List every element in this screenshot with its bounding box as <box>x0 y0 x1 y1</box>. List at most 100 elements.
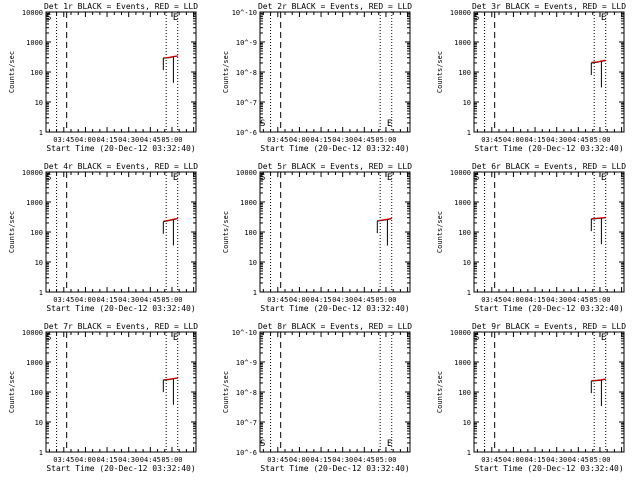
y-tick-label: 10^-8 <box>236 69 257 77</box>
x-tick-label: 04:30 <box>332 296 353 304</box>
x-tick-label: 04:45 <box>568 136 589 144</box>
x-tick-label: 05:00 <box>589 456 610 464</box>
x-tick-label: 04:45 <box>568 296 589 304</box>
panel-title: Det 6r BLACK = Events, RED = LLD <box>472 162 626 171</box>
start-marker: S <box>260 439 265 449</box>
x-tick-label: 04:30 <box>118 136 139 144</box>
y-axis-label: Counts/sec <box>8 51 16 93</box>
x-tick-label: 04:00 <box>289 136 310 144</box>
panel-det-4r: Det 4r BLACK = Events, RED = LLD 1 10 100 10… <box>8 162 198 313</box>
x-tick-label: 04:15 <box>525 296 546 304</box>
x-tick-label: 05:00 <box>589 136 610 144</box>
start-marker: S <box>474 173 479 183</box>
x-tick-label: 04:15 <box>97 136 118 144</box>
x-tick-label: 04:30 <box>546 296 567 304</box>
y-tick-label: 1000 <box>240 199 257 207</box>
plot-frame <box>259 331 411 453</box>
y-tick-label: 100 <box>244 229 257 237</box>
y-tick-label: 100 <box>458 229 471 237</box>
y-tick-label: 10^-6 <box>236 129 257 137</box>
x-tick-label: 03:45 <box>267 136 288 144</box>
end-marker: E <box>387 119 392 129</box>
start-marker: S <box>260 119 265 129</box>
panel-det-7r: Det 7r BLACK = Events, RED = LLD 1 10 100 10… <box>8 322 198 473</box>
panel-det-6r: Det 6r BLACK = Events, RED = LLD 1 10 100 10… <box>436 162 626 313</box>
x-tick-label: 03:45 <box>481 296 502 304</box>
y-tick-label: 10 <box>463 259 471 267</box>
lld-series-line <box>591 216 606 220</box>
y-tick-label: 100 <box>458 69 471 77</box>
y-tick-label: 10 <box>463 419 471 427</box>
y-tick-label: 10 <box>249 259 257 267</box>
x-axis-label: Start Time (20-Dec-12 03:32:40) <box>260 304 409 313</box>
lld-series-line <box>163 217 178 222</box>
x-tick-label: 04:30 <box>546 136 567 144</box>
end-marker: E <box>173 173 178 183</box>
y-tick-label: 1000 <box>454 199 471 207</box>
y-tick-label: 100 <box>30 389 43 397</box>
x-tick-label: 04:00 <box>75 456 96 464</box>
start-marker: S <box>46 173 51 183</box>
y-tick-label: 10000 <box>22 329 43 337</box>
x-tick-label: 04:00 <box>75 296 96 304</box>
y-tick-label: 1 <box>39 289 43 297</box>
x-tick-label: 03:45 <box>53 296 74 304</box>
panel-title: Det 3r BLACK = Events, RED = LLD <box>472 2 626 11</box>
y-tick-label: 1000 <box>26 39 43 47</box>
x-tick-label: 04:45 <box>354 456 375 464</box>
end-marker: E <box>601 333 606 343</box>
x-tick-label: 04:30 <box>546 456 567 464</box>
y-tick-label: 10000 <box>450 9 471 17</box>
panel-title: Det 4r BLACK = Events, RED = LLD <box>44 162 198 171</box>
y-tick-label: 1000 <box>454 359 471 367</box>
y-tick-label: 10000 <box>450 329 471 337</box>
x-tick-label: 03:45 <box>267 456 288 464</box>
x-tick-label: 04:00 <box>289 456 310 464</box>
y-tick-label: 1 <box>253 289 257 297</box>
x-tick-label: 04:45 <box>354 296 375 304</box>
y-tick-label: 1 <box>39 129 43 137</box>
y-tick-label: 100 <box>30 229 43 237</box>
start-marker: S <box>260 173 265 183</box>
y-tick-label: 1000 <box>26 359 43 367</box>
panel-det-8r: Det 8r BLACK = Events, RED = LLD 10^-6 10^… <box>222 322 412 473</box>
y-axis-label: Counts/sec <box>436 211 444 253</box>
panel-det-9r: Det 9r BLACK = Events, RED = LLD 1 10 100 10… <box>436 322 626 473</box>
x-tick-label: 04:00 <box>503 136 524 144</box>
x-tick-label: 04:15 <box>311 136 332 144</box>
end-marker: E <box>387 173 392 183</box>
x-tick-label: 05:00 <box>375 456 396 464</box>
x-axis-label: Start Time (20-Dec-12 03:32:40) <box>46 304 195 313</box>
x-tick-label: 04:45 <box>140 136 161 144</box>
panel-det-5r: Det 5r BLACK = Events, RED = LLD 1 10 100 10… <box>222 162 412 313</box>
y-axis-label: Counts/sec <box>222 211 230 253</box>
x-tick-label: 05:00 <box>161 296 182 304</box>
end-marker: E <box>173 13 178 23</box>
y-tick-label: 1 <box>467 129 471 137</box>
x-axis-label: Start Time (20-Dec-12 03:32:40) <box>46 464 195 473</box>
lld-series-line <box>163 377 178 381</box>
y-axis-label: Counts/sec <box>8 371 16 413</box>
plot-frame <box>259 11 411 133</box>
end-marker: E <box>173 333 178 343</box>
x-tick-label: 03:45 <box>481 456 502 464</box>
y-tick-label: 10^-8 <box>236 389 257 397</box>
y-tick-label: 10000 <box>22 9 43 17</box>
start-marker: S <box>46 333 51 343</box>
y-axis-label: Counts/sec <box>222 371 230 413</box>
x-tick-label: 04:00 <box>289 296 310 304</box>
y-axis-label: Counts/sec <box>436 51 444 93</box>
y-tick-label: 10^-6 <box>236 449 257 457</box>
x-axis-label: Start Time (20-Dec-12 03:32:40) <box>46 144 195 153</box>
x-axis-label: Start Time (20-Dec-12 03:32:40) <box>474 144 623 153</box>
x-tick-label: 03:45 <box>53 136 74 144</box>
x-tick-label: 04:00 <box>503 296 524 304</box>
x-tick-label: 05:00 <box>589 296 610 304</box>
panel-title: Det 1r BLACK = Events, RED = LLD <box>44 2 198 11</box>
y-axis-label: Counts/sec <box>436 371 444 413</box>
y-tick-label: 1000 <box>454 39 471 47</box>
x-tick-label: 05:00 <box>375 136 396 144</box>
x-axis-label: Start Time (20-Dec-12 03:32:40) <box>474 304 623 313</box>
start-marker: S <box>474 13 479 23</box>
x-tick-label: 04:15 <box>525 456 546 464</box>
